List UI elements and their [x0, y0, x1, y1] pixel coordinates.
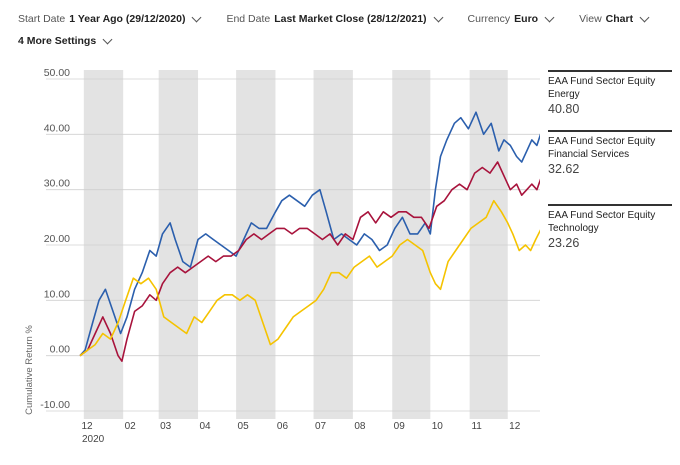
currency-value: Euro [514, 13, 539, 25]
view-label: View [579, 13, 602, 25]
x-tick-label: 06 [277, 421, 289, 432]
legend-series-value: 40.80 [548, 102, 580, 116]
series-line-2 [79, 199, 540, 357]
shaded-month-band [392, 70, 431, 419]
view-dropdown[interactable]: View Chart [579, 12, 650, 25]
y-tick-labels: 50.00 40.00 30.00 20.00 10.00 0.00 -10.00 [40, 67, 70, 411]
shaded-month-band [313, 70, 353, 419]
y-axis-label: Cumulative Return % [24, 325, 35, 415]
x-tick-label: 09 [394, 421, 406, 432]
x-tick-sublabel: 2020 [82, 434, 105, 445]
start-date-dropdown[interactable]: Start Date 1 Year Ago (29/12/2020) [18, 12, 202, 25]
x-tick-label: 05 [238, 421, 250, 432]
shaded-month-band [469, 70, 508, 419]
cumulative-return-chart: 50.00 40.00 30.00 20.00 10.00 0.00 -10.00 12 20… [24, 67, 540, 445]
y-tick-label: 40.00 [44, 122, 70, 134]
chevron-down-icon [544, 12, 555, 22]
shaded-month-band [158, 70, 199, 419]
y-tick-label: 10.00 [44, 288, 70, 300]
legend-item-financial-services: EAA Fund Sector Equity Financial Service… [548, 130, 672, 176]
settings-row-2: 4 More Settings [18, 30, 668, 52]
series-line-0 [79, 111, 540, 357]
start-date-label: Start Date [18, 13, 66, 25]
y-tick-label: 30.00 [44, 178, 70, 190]
x-tick-label: 12 [81, 421, 93, 432]
legend-series-value: 23.26 [548, 236, 580, 250]
legend-series-name: EAA Fund Sector Equity Financial Service… [548, 136, 656, 160]
x-tick-label: 04 [199, 421, 211, 432]
y-tick-label: -10.00 [40, 399, 70, 411]
month-shading [83, 70, 508, 419]
x-tick-label: 03 [160, 421, 172, 432]
x-tick-label: 12 [509, 421, 521, 432]
x-tick-label: 07 [315, 421, 327, 432]
more-settings-dropdown[interactable]: 4 More Settings [18, 34, 113, 47]
x-tick-label: 02 [125, 421, 137, 432]
legend-series-name: EAA Fund Sector Equity Technology [548, 210, 656, 234]
series-line-1 [79, 161, 540, 362]
more-settings-label: 4 More Settings [18, 35, 97, 47]
legend-series-name: EAA Fund Sector Equity Energy [548, 76, 656, 100]
chevron-down-icon [639, 12, 650, 22]
shaded-month-band [83, 70, 124, 419]
start-date-value: 1 Year Ago (29/12/2020) [69, 13, 186, 25]
x-tick-label: 08 [354, 421, 366, 432]
y-tick-label: 0.00 [50, 344, 71, 356]
currency-label: Currency [467, 13, 511, 25]
end-date-label: End Date [226, 13, 271, 25]
y-tick-label: 50.00 [44, 67, 70, 79]
end-date-dropdown[interactable]: End Date Last Market Close (28/12/2021) [226, 12, 443, 25]
x-tick-label: 11 [471, 421, 482, 432]
currency-dropdown[interactable]: Currency Euro [467, 12, 555, 25]
x-tick-label: 10 [432, 421, 444, 432]
legend-series-value: 32.62 [548, 162, 580, 176]
legend-item-energy: EAA Fund Sector Equity Energy 40.80 [548, 70, 672, 116]
x-tick-labels: 12 2020 02 03 04 05 06 07 08 09 10 11 12 [81, 421, 520, 445]
legend-item-technology: EAA Fund Sector Equity Technology 23.26 [548, 204, 672, 250]
end-date-value: Last Market Close (28/12/2021) [274, 13, 427, 25]
series-lines [79, 111, 540, 362]
chart-settings-bar: Start Date 1 Year Ago (29/12/2020) End D… [18, 8, 668, 52]
y-tick-label: 20.00 [44, 233, 70, 245]
view-value: Chart [605, 13, 634, 25]
settings-row-1: Start Date 1 Year Ago (29/12/2020) End D… [18, 8, 668, 30]
